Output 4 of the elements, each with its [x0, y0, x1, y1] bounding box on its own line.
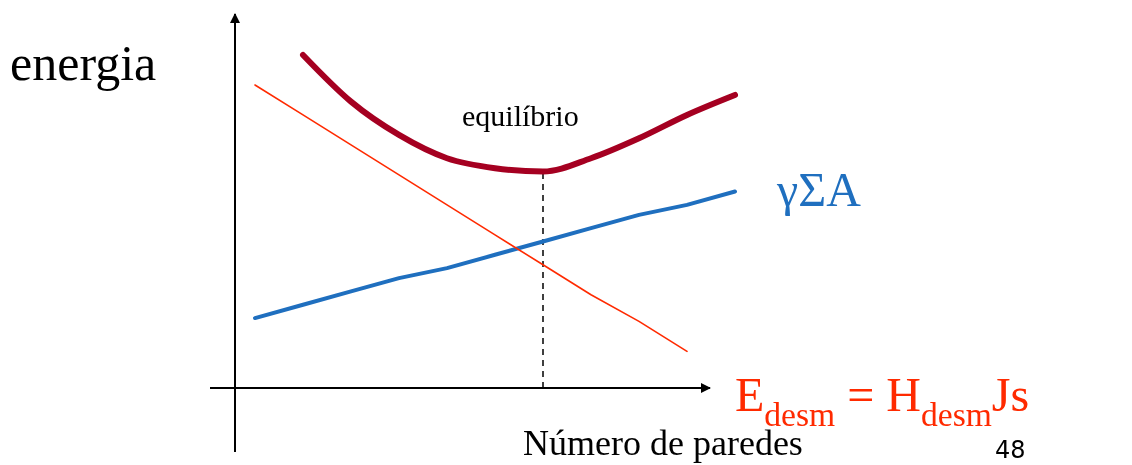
- y-axis-title: energia: [10, 35, 157, 91]
- annotation: equilíbrio: [462, 99, 579, 132]
- series-label: γΣA: [776, 162, 862, 216]
- text: 48: [995, 436, 1026, 464]
